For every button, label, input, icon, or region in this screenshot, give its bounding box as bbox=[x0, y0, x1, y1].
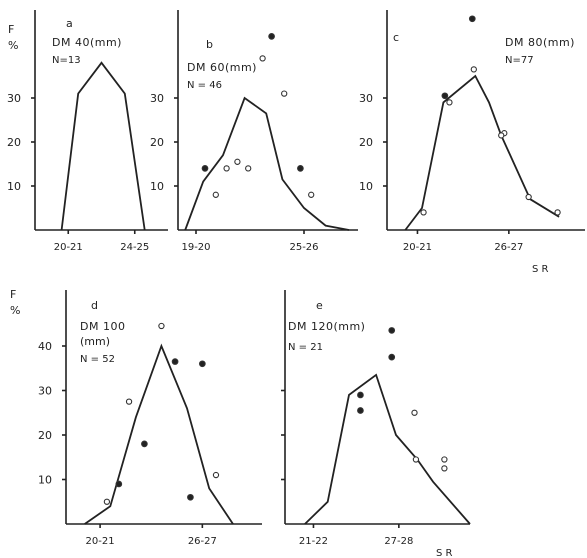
xtick-label-e: 27-28 bbox=[384, 536, 413, 547]
data-point-filled bbox=[187, 493, 194, 501]
data-point-open bbox=[234, 158, 241, 165]
panel-n-d: N = 52 bbox=[80, 354, 115, 365]
xtick-label-d: 26-27 bbox=[188, 536, 217, 547]
ytick-label-c: 30 bbox=[359, 92, 373, 105]
data-point-open bbox=[158, 322, 165, 330]
data-point-filled bbox=[388, 353, 396, 361]
panels: 30 20 10 20-21 24-25 a DM 40(mm) N=13 30 20 10 19-2… bbox=[7, 10, 585, 547]
ytick-label-d: 40 bbox=[38, 340, 52, 353]
panel-n-c: N=77 bbox=[505, 55, 534, 66]
y-label-pct-bottom: % bbox=[10, 304, 20, 317]
data-point-open bbox=[212, 191, 219, 198]
ytick-label-d: 20 bbox=[38, 429, 52, 442]
data-point-open bbox=[259, 55, 266, 62]
xtick-label-a: 24-25 bbox=[120, 242, 149, 253]
ytick-label-b: 10 bbox=[150, 180, 164, 193]
data-point-open bbox=[412, 456, 420, 463]
panel-letter-e: e bbox=[316, 299, 323, 312]
curve-e bbox=[304, 373, 471, 525]
data-point-filled bbox=[198, 360, 206, 368]
ytick-label-a: 30 bbox=[7, 92, 21, 105]
data-point-open bbox=[446, 99, 453, 106]
curve-b bbox=[184, 96, 350, 231]
panel-a: 30 20 10 20-21 24-25 a DM 40(mm) N=13 bbox=[7, 10, 168, 253]
curve-a bbox=[60, 61, 146, 231]
panel-letter-b: b bbox=[206, 38, 213, 51]
data-point-filled bbox=[357, 407, 364, 414]
data-point-open bbox=[441, 456, 448, 463]
data-point-filled bbox=[468, 15, 476, 23]
data-point-filled bbox=[357, 391, 364, 399]
ytick-label-b: 20 bbox=[150, 136, 164, 149]
data-point-open bbox=[420, 209, 427, 216]
panel-d: 40 30 20 10 20-21 26-27 d DM 100 (mm) N = 52 bbox=[38, 290, 262, 547]
xtick-label-a: 20-21 bbox=[54, 242, 83, 253]
data-point-filled bbox=[201, 165, 209, 172]
y-label-F-top: F bbox=[8, 23, 14, 36]
data-point-open bbox=[212, 471, 220, 479]
curve-c bbox=[404, 74, 560, 231]
data-point-open bbox=[223, 165, 230, 172]
data-point-open bbox=[245, 165, 252, 172]
data-point-filled bbox=[388, 327, 396, 334]
xtick-label-b: 25-26 bbox=[289, 242, 318, 253]
data-point-open bbox=[441, 465, 448, 472]
ytick-label-d: 10 bbox=[38, 474, 52, 487]
curve-d bbox=[84, 343, 234, 525]
ytick-label-a: 10 bbox=[7, 180, 21, 193]
data-point-open bbox=[281, 90, 288, 97]
data-point-open bbox=[498, 132, 505, 139]
data-point-open bbox=[554, 209, 561, 216]
data-point-filled bbox=[115, 480, 123, 488]
panel-letter-c: c bbox=[393, 31, 399, 44]
y-label-pct-top: % bbox=[8, 39, 18, 52]
panel-title-e: DM 120(mm) bbox=[288, 320, 365, 333]
xtick-label-b: 19-20 bbox=[181, 242, 210, 253]
data-point-open bbox=[308, 191, 315, 198]
xtick-label-e: 21-22 bbox=[299, 536, 328, 547]
data-point-open bbox=[470, 66, 477, 73]
panel-e: 21-22 27-28 e DM 120(mm) N = 21 bbox=[281, 290, 471, 547]
xtick-label-c: 20-21 bbox=[403, 242, 432, 253]
data-point-filled bbox=[268, 33, 275, 40]
panel-n-a: N=13 bbox=[52, 55, 81, 66]
data-point-open bbox=[125, 398, 133, 405]
panel-title-a: DM 40(mm) bbox=[52, 36, 122, 49]
panel-c: 30 20 10 20-21 26-27 c DM 80(mm) N=77 bbox=[359, 10, 585, 253]
data-point-open bbox=[411, 409, 418, 416]
panel-letter-d: d bbox=[91, 299, 98, 312]
ytick-label-c: 10 bbox=[359, 180, 373, 193]
ytick-label-d: 30 bbox=[38, 385, 52, 398]
y-label-F-bottom: F bbox=[10, 288, 16, 301]
panel-title2-d: (mm) bbox=[80, 335, 110, 348]
panel-n-b: N = 46 bbox=[187, 80, 222, 91]
data-point-filled bbox=[141, 440, 148, 448]
panel-n-e: N = 21 bbox=[288, 342, 323, 353]
xtick-label-c: 26-27 bbox=[494, 242, 523, 253]
data-point-open bbox=[525, 193, 532, 201]
data-point-filled bbox=[441, 92, 449, 100]
xtick-label-d: 20-21 bbox=[86, 536, 115, 547]
ytick-label-c: 20 bbox=[359, 136, 373, 149]
panel-b: 30 20 10 19-20 25-26 b DM 60(mm) N = 46 bbox=[150, 10, 358, 253]
panel-letter-a: a bbox=[66, 17, 73, 30]
panel-title-b: DM 60(mm) bbox=[187, 61, 257, 74]
ytick-label-a: 20 bbox=[7, 136, 21, 149]
x-label-sr-e: S R bbox=[436, 548, 453, 558]
panel-title-d: DM 100 bbox=[80, 320, 125, 333]
x-label-sr-c: S R bbox=[532, 264, 549, 275]
data-point-filled bbox=[297, 165, 304, 172]
ytick-label-b: 30 bbox=[150, 92, 164, 105]
data-point-filled bbox=[171, 358, 179, 365]
data-point-open bbox=[103, 498, 111, 505]
panel-title-c: DM 80(mm) bbox=[505, 36, 575, 49]
